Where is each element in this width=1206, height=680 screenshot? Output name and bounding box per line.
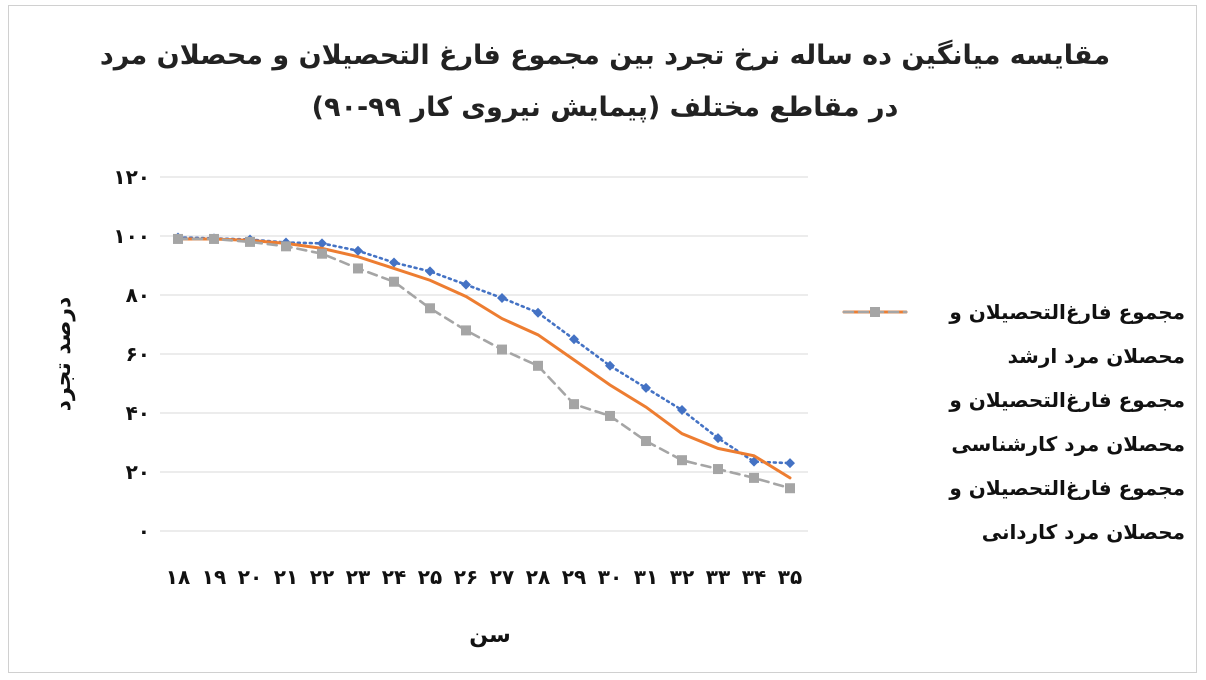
data-point: [749, 472, 759, 483]
legend-swatch: [842, 307, 908, 317]
data-point: [533, 360, 543, 371]
data-point: [173, 233, 183, 244]
y-tick-label: ۱۰۰: [113, 224, 150, 248]
data-point: [749, 456, 759, 467]
data-point: [461, 279, 471, 290]
x-tick-label: ۲۳: [346, 565, 370, 589]
data-point: [317, 248, 327, 259]
data-point: [785, 483, 795, 494]
data-point: [641, 382, 651, 393]
legend-label: مجموع فارغ‌التحصیلان و محصلان مرد ارشد: [935, 290, 1185, 378]
data-point: [389, 276, 399, 287]
data-point: [713, 433, 723, 444]
x-tick-label: ۱۹: [202, 565, 226, 589]
x-tick-labels: ۱۸ ۱۹ ۲۰ ۲۱ ۲۲ ۲۳ ۲۴ ۲۵ ۲۶ ۲۷ ۲۸ ۲۹ ۳۰ ۳۱ ۳۲ ۳۳ ۳۴ ۳۵: [166, 565, 802, 589]
gridlines: [160, 176, 808, 532]
legend-label-line-2: محصلان مرد کاردانی: [981, 520, 1185, 544]
y-tick-label: ۰: [138, 519, 150, 543]
data-point: [677, 405, 687, 416]
data-point: [425, 266, 435, 277]
x-tick-label: ۳۱: [634, 565, 658, 589]
data-point: [605, 360, 615, 371]
chart-title: مقایسه میانگین ده ساله نرخ تجرد بین مجمو…: [90, 30, 1120, 134]
data-point: [713, 464, 723, 475]
x-tick-label: ۲۱: [274, 565, 298, 589]
legend-label-line-1: مجموع فارغ‌التحصیلان و: [949, 388, 1185, 412]
legend-item-2: مجموع فارغ‌التحصیلان و محصلان مرد کارشناس…: [840, 310, 1185, 466]
legend-label-line-1: مجموع فارغ‌التحصیلان و: [949, 300, 1185, 324]
x-tick-label: ۲۶: [454, 565, 478, 589]
data-point: [785, 458, 795, 469]
data-point: [677, 455, 687, 466]
y-tick-label: ۴۰: [126, 401, 150, 425]
data-point: [569, 334, 579, 345]
series-line: [176, 236, 792, 465]
x-tick-label: ۲۸: [526, 565, 550, 589]
series-3: [173, 233, 795, 494]
data-point: [389, 257, 399, 268]
chart-title-line-2: در مقاطع مختلف (پیمایش نیروی کار ۹۹-۹۰): [311, 92, 899, 123]
data-point: [641, 436, 651, 447]
data-point: [317, 238, 327, 249]
x-tick-label: ۳۲: [670, 565, 694, 589]
y-tick-label: ۱۲۰: [113, 165, 150, 189]
x-tick-label: ۲۵: [418, 565, 442, 589]
legend-label: مجموع فارغ‌التحصیلان و محصلان مرد کاردانی: [935, 466, 1185, 554]
data-point: [209, 233, 219, 244]
data-point: [353, 263, 363, 274]
y-tick-label: ۲۰: [126, 460, 150, 484]
x-tick-label: ۲۹: [562, 565, 586, 589]
x-tick-label: ۲۷: [490, 565, 514, 589]
legend-label-line-1: مجموع فارغ‌التحصیلان و: [949, 476, 1185, 500]
series-lines: [173, 232, 795, 494]
data-point: [425, 303, 435, 314]
y-tick-label: ۸۰: [126, 283, 150, 307]
x-tick-label: ۲۲: [310, 565, 334, 589]
series-line: [176, 237, 792, 490]
y-axis-title: درصد تجرد: [51, 297, 76, 412]
data-point: [569, 399, 579, 410]
x-axis-title: سن: [469, 623, 510, 648]
data-point: [281, 241, 291, 252]
legend-label: مجموع فارغ‌التحصیلان و محصلان مرد کارشناس…: [935, 378, 1185, 466]
x-tick-label: ۳۴: [742, 565, 766, 589]
x-tick-label: ۲۴: [382, 565, 406, 589]
legend: مجموع فارغ‌التحصیلان و محصلان مرد ارشد مجم…: [840, 290, 1185, 554]
series-2: [176, 237, 792, 480]
data-point: [245, 236, 255, 247]
data-point: [497, 344, 507, 355]
chart-title-line-1: مقایسه میانگین ده ساله نرخ تجرد بین مجمو…: [99, 40, 1111, 71]
x-tick-label: ۲۰: [238, 565, 262, 589]
x-tick-label: ۳۵: [778, 565, 802, 589]
data-point: [461, 325, 471, 336]
legend-label-line-2: محصلان مرد ارشد: [1007, 344, 1185, 368]
series-1: [173, 232, 795, 469]
data-point: [605, 410, 615, 421]
data-point: [353, 245, 363, 256]
legend-label-line-2: محصلان مرد کارشناسی: [951, 432, 1185, 456]
x-tick-label: ۳۳: [706, 565, 730, 589]
x-tick-label: ۳۰: [598, 565, 622, 589]
data-point: [533, 307, 543, 318]
y-tick-label: ۶۰: [126, 342, 150, 366]
legend-item-1: مجموع فارغ‌التحصیلان و محصلان مرد ارشد: [840, 290, 1185, 378]
x-tick-label: ۱۸: [166, 565, 190, 589]
data-point: [497, 292, 507, 303]
legend-item-3: مجموع فارغ‌التحصیلان و محصلان مرد کاردانی: [840, 307, 1185, 554]
chart-frame: [8, 5, 1197, 673]
y-tick-labels: ۰ ۲۰ ۴۰ ۶۰ ۸۰ ۱۰۰ ۱۲۰: [113, 165, 150, 543]
series-line: [176, 237, 792, 480]
